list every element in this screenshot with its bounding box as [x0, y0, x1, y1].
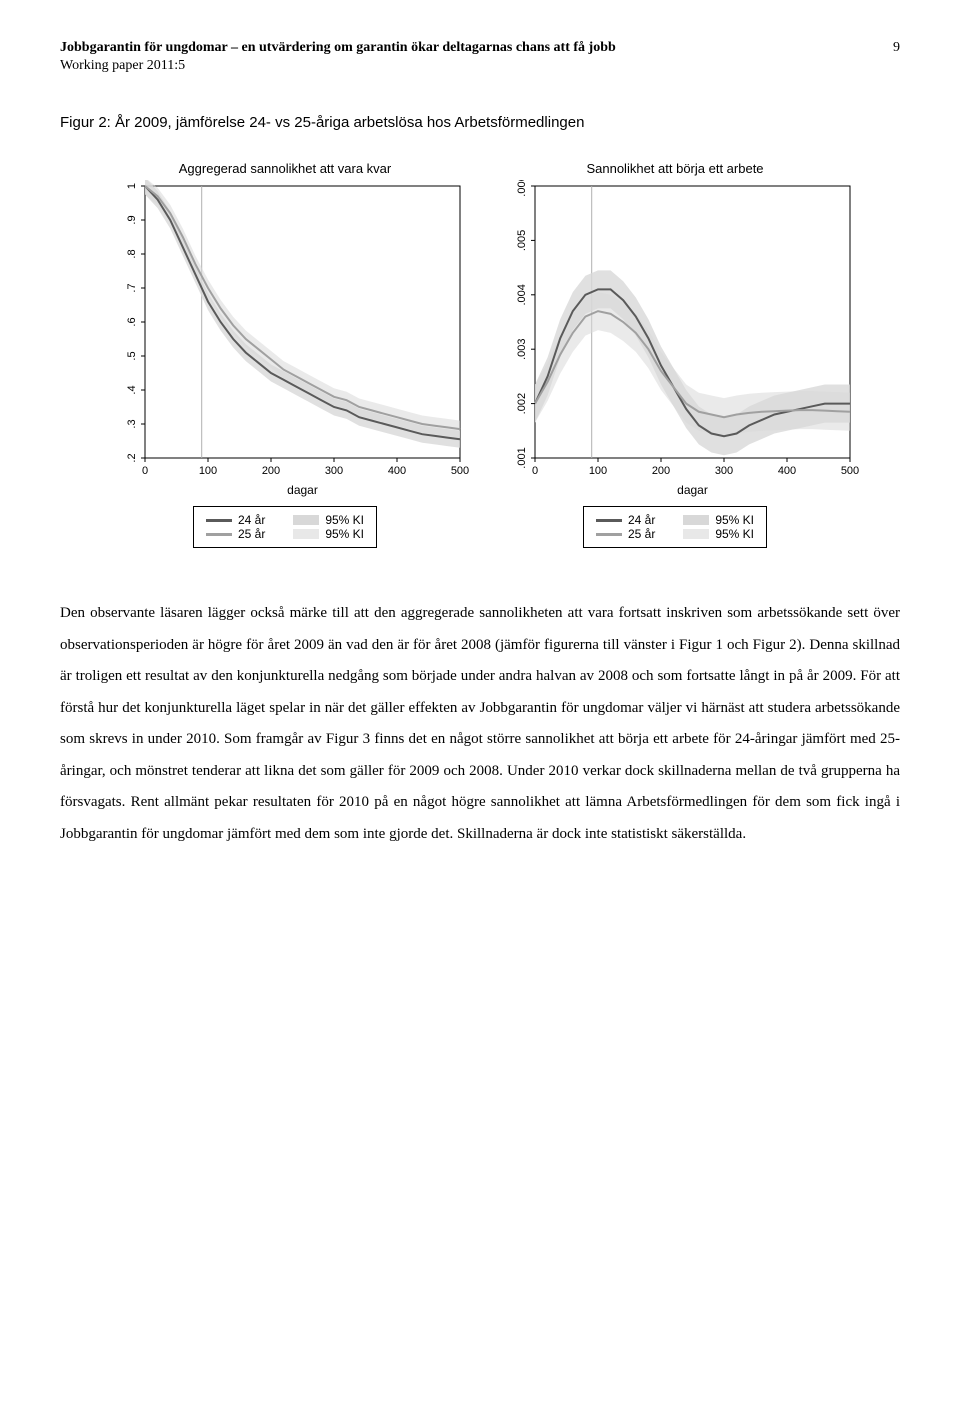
- body-paragraph: Den observante läsaren lägger också märk…: [60, 598, 900, 850]
- svg-text:dagar: dagar: [677, 483, 708, 497]
- legend-swatch-24: [206, 519, 232, 522]
- legend-label: 95% KI: [715, 527, 754, 541]
- legend-swatch-ci: [683, 529, 709, 539]
- svg-text:dagar: dagar: [287, 483, 318, 497]
- svg-text:100: 100: [199, 465, 217, 477]
- legend-swatch-25: [206, 533, 232, 536]
- svg-text:.4: .4: [126, 385, 138, 394]
- chart-left: 0 100 200 300 400 500 dagar .2 .3 .4 .5 .6 .7 .8 .9 1: [100, 180, 470, 500]
- header-subtitle: Working paper 2011:5: [60, 58, 900, 74]
- chart-right: 0 100 200 300 400 500 dagar .001 .002 .003 .004 .00…: [490, 180, 860, 500]
- page-header: Jobbgarantin för ungdomar – en utvärderi…: [60, 40, 900, 56]
- legend-item: 24 år: [596, 513, 655, 527]
- svg-text:200: 200: [262, 465, 280, 477]
- svg-text:300: 300: [715, 465, 733, 477]
- svg-text:.003: .003: [516, 338, 528, 359]
- legend-label: 24 år: [238, 513, 265, 527]
- svg-text:200: 200: [652, 465, 670, 477]
- legend-label: 24 år: [628, 513, 655, 527]
- page-number: 9: [893, 40, 900, 56]
- svg-text:500: 500: [451, 465, 469, 477]
- legend-swatch-ci: [683, 515, 709, 525]
- legend-item: 95% KI: [683, 513, 754, 527]
- svg-text:.006: .006: [516, 180, 528, 197]
- legend-item: 95% KI: [683, 527, 754, 541]
- svg-text:.8: .8: [126, 249, 138, 258]
- svg-text:.005: .005: [516, 230, 528, 251]
- chart-left-title: Aggregerad sannolikhet att vara kvar: [179, 161, 391, 176]
- legend-right: 24 år 95% KI 25 år 95% KI: [583, 506, 767, 548]
- legend-swatch-ci: [293, 529, 319, 539]
- svg-text:300: 300: [325, 465, 343, 477]
- legend-item: 95% KI: [293, 513, 364, 527]
- legend-item: 25 år: [596, 527, 655, 541]
- svg-text:1: 1: [126, 183, 138, 189]
- legend-swatch-25: [596, 533, 622, 536]
- header-title: Jobbgarantin för ungdomar – en utvärderi…: [60, 40, 616, 56]
- chart-right-block: Sannolikhet att börja ett arbete 0 100 200…: [490, 161, 860, 548]
- svg-text:100: 100: [589, 465, 607, 477]
- svg-text:.004: .004: [516, 284, 528, 305]
- svg-text:400: 400: [778, 465, 796, 477]
- legend-label: 95% KI: [325, 513, 364, 527]
- svg-text:.3: .3: [126, 419, 138, 428]
- figure-caption: Figur 2: År 2009, jämförelse 24- vs 25-å…: [60, 114, 900, 131]
- charts-container: Aggregerad sannolikhet att vara kvar 010…: [60, 161, 900, 548]
- svg-text:.5: .5: [126, 351, 138, 360]
- svg-text:500: 500: [841, 465, 859, 477]
- svg-text:.7: .7: [126, 283, 138, 292]
- legend-label: 25 år: [238, 527, 265, 541]
- chart-left-block: Aggregerad sannolikhet att vara kvar 0 10…: [100, 161, 470, 548]
- legend-swatch-ci: [293, 515, 319, 525]
- legend-swatch-24: [596, 519, 622, 522]
- legend-label: 95% KI: [325, 527, 364, 541]
- svg-text:0: 0: [142, 465, 148, 477]
- svg-text:.001: .001: [516, 447, 528, 468]
- svg-text:.9: .9: [126, 215, 138, 224]
- svg-text:400: 400: [388, 465, 406, 477]
- legend-left: 24 år 95% KI 25 år 95% KI: [193, 506, 377, 548]
- svg-text:0: 0: [532, 465, 538, 477]
- legend-item: 24 år: [206, 513, 265, 527]
- legend-item: 95% KI: [293, 527, 364, 541]
- legend-label: 25 år: [628, 527, 655, 541]
- legend-item: 25 år: [206, 527, 265, 541]
- legend-label: 95% KI: [715, 513, 754, 527]
- svg-text:.6: .6: [126, 317, 138, 326]
- chart-right-title: Sannolikhet att börja ett arbete: [586, 161, 763, 176]
- svg-text:.002: .002: [516, 393, 528, 414]
- svg-text:.2: .2: [126, 453, 138, 462]
